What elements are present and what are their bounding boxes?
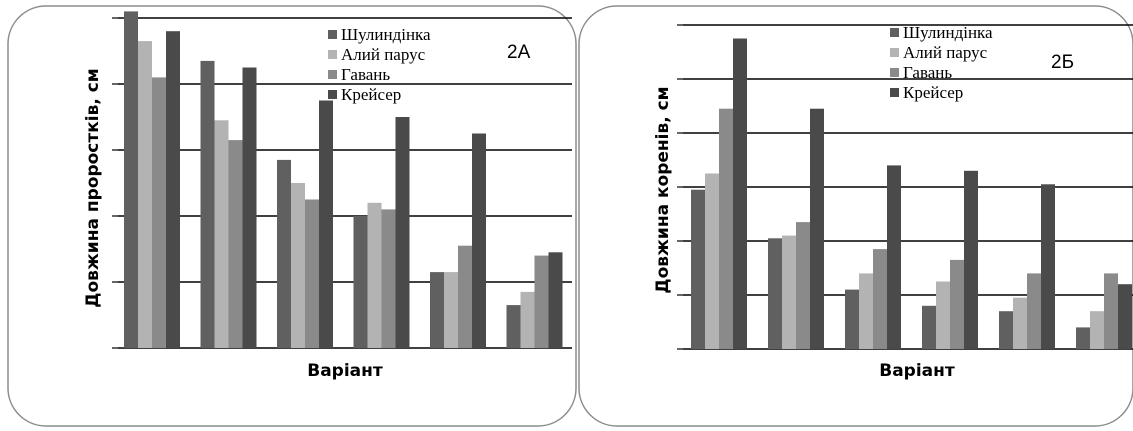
bar — [305, 200, 319, 349]
bar — [999, 311, 1013, 349]
bar — [845, 290, 859, 349]
bar — [521, 292, 535, 348]
bar — [691, 190, 705, 349]
bar — [549, 252, 563, 348]
legend-swatch — [890, 28, 899, 37]
legend-entry: Алий парус — [341, 45, 426, 64]
bar — [368, 203, 382, 348]
legend-swatch — [328, 90, 337, 99]
bar — [291, 183, 305, 348]
bar — [354, 216, 368, 348]
bar — [768, 238, 782, 349]
bar — [964, 171, 978, 349]
x-axis-label-2a: Варіант — [307, 361, 383, 381]
bar — [166, 31, 180, 348]
bar — [1041, 184, 1055, 349]
legend-swatch — [890, 48, 899, 57]
bar — [535, 256, 549, 348]
bar — [782, 236, 796, 349]
bar — [733, 39, 747, 350]
bar — [1118, 284, 1132, 349]
bar — [950, 260, 964, 349]
legend-entry: Крейсер — [341, 85, 401, 104]
bar — [796, 222, 810, 349]
bar — [277, 160, 291, 348]
bar — [873, 249, 887, 349]
legend-swatch — [328, 70, 337, 79]
bar — [810, 109, 824, 349]
legend-swatch — [890, 68, 899, 77]
legend-entry: Шулиндінка — [903, 23, 993, 42]
legend-entry: Алий парус — [903, 43, 988, 62]
bar — [1104, 273, 1118, 349]
bar — [922, 306, 936, 349]
bar — [472, 134, 486, 349]
bar — [507, 305, 521, 348]
legend-entry: Гавань — [903, 63, 952, 82]
legend-entry: Гавань — [341, 65, 390, 84]
y-axis-label-2a: Довжина проростків, см — [83, 68, 103, 307]
bar — [719, 109, 733, 349]
chart-title-2a: 2А — [507, 42, 531, 63]
bar — [243, 68, 257, 349]
bar — [382, 209, 396, 348]
bar — [1027, 273, 1041, 349]
legend-entry: Крейсер — [903, 83, 963, 102]
bar — [444, 272, 458, 348]
legend-swatch — [328, 30, 337, 39]
bar — [229, 140, 243, 348]
y-axis-label-2b: Довжина коренів, см — [653, 86, 673, 293]
bar — [201, 61, 215, 348]
bar — [138, 41, 152, 348]
bar — [936, 282, 950, 350]
bar — [152, 77, 166, 348]
bar — [215, 120, 229, 348]
bar — [1013, 298, 1027, 349]
legend-swatch — [328, 50, 337, 59]
bar — [887, 165, 901, 349]
bar — [859, 273, 873, 349]
bar — [458, 246, 472, 348]
legend-entry: Шулиндінка — [341, 25, 431, 44]
bar — [396, 117, 410, 348]
bar — [1090, 311, 1104, 349]
bar — [430, 272, 444, 348]
legend-swatch — [890, 88, 899, 97]
x-axis-label-2b: Варіант — [879, 361, 955, 381]
bar — [124, 11, 138, 348]
chart-title-2b: 2Б — [1051, 52, 1074, 73]
bar — [705, 174, 719, 350]
bar — [319, 101, 333, 349]
bar — [1076, 327, 1090, 349]
